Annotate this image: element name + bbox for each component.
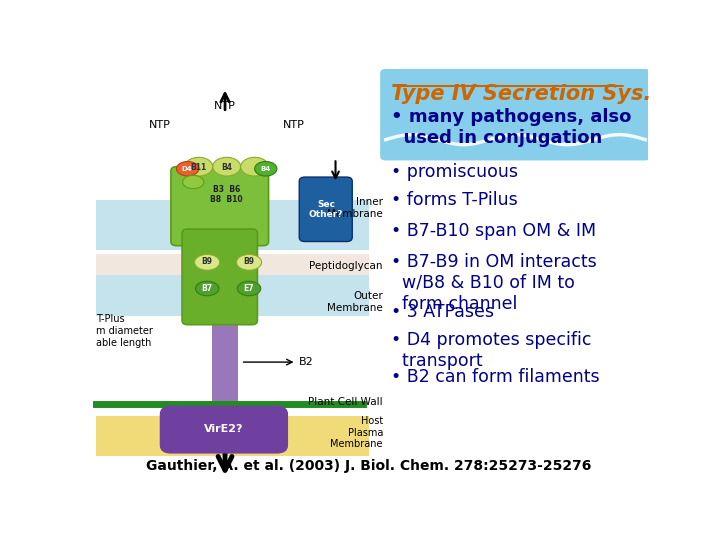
Ellipse shape bbox=[240, 157, 269, 176]
Text: B4: B4 bbox=[221, 164, 233, 172]
Bar bbox=[96, 254, 369, 275]
FancyBboxPatch shape bbox=[160, 406, 288, 454]
Ellipse shape bbox=[213, 157, 240, 176]
Text: • promiscuous: • promiscuous bbox=[392, 163, 518, 180]
Text: VirE2?: VirE2? bbox=[204, 424, 243, 435]
Ellipse shape bbox=[255, 161, 277, 176]
Text: Sec
Other?: Sec Other? bbox=[309, 200, 343, 219]
Bar bbox=[212, 316, 238, 404]
Text: E7: E7 bbox=[243, 284, 254, 293]
Bar bbox=[96, 416, 369, 437]
Bar bbox=[96, 437, 369, 456]
Text: Inner
Membrane: Inner Membrane bbox=[327, 198, 383, 219]
Text: Type IV Secretion Sys.: Type IV Secretion Sys. bbox=[392, 84, 652, 104]
Text: D4: D4 bbox=[181, 166, 192, 172]
Text: Outer
Membrane: Outer Membrane bbox=[327, 291, 383, 313]
Ellipse shape bbox=[194, 254, 220, 270]
FancyBboxPatch shape bbox=[182, 229, 258, 325]
Ellipse shape bbox=[185, 157, 213, 176]
Text: B9: B9 bbox=[202, 258, 212, 266]
Bar bbox=[96, 295, 369, 316]
Bar bbox=[96, 200, 369, 225]
Ellipse shape bbox=[183, 176, 204, 188]
FancyBboxPatch shape bbox=[380, 69, 651, 160]
Text: B4: B4 bbox=[261, 166, 271, 172]
Text: B7: B7 bbox=[202, 284, 212, 293]
Text: • B7-B9 in OM interacts
  w/B8 & B10 of IM to
  form channel: • B7-B9 in OM interacts w/B8 & B10 of IM… bbox=[392, 253, 597, 313]
Text: • B7-B10 span OM & IM: • B7-B10 span OM & IM bbox=[392, 222, 596, 240]
Text: Host
Plasma
Membrane: Host Plasma Membrane bbox=[330, 416, 383, 449]
Bar bbox=[96, 225, 369, 250]
Bar bbox=[96, 275, 369, 295]
Text: Plant Cell Wall: Plant Cell Wall bbox=[308, 396, 383, 407]
FancyBboxPatch shape bbox=[300, 177, 352, 241]
Text: • forms T-Pilus: • forms T-Pilus bbox=[392, 191, 518, 209]
FancyBboxPatch shape bbox=[171, 167, 269, 246]
Text: • 3 ATPases: • 3 ATPases bbox=[392, 303, 495, 321]
Ellipse shape bbox=[236, 254, 261, 270]
Text: NTP: NTP bbox=[149, 120, 171, 130]
Text: B9: B9 bbox=[243, 258, 255, 266]
Ellipse shape bbox=[176, 161, 199, 176]
Ellipse shape bbox=[195, 281, 219, 296]
Text: • B2 can form filaments: • B2 can form filaments bbox=[392, 368, 600, 386]
Text: B11: B11 bbox=[191, 164, 207, 172]
Text: B3  B6: B3 B6 bbox=[213, 185, 240, 194]
Text: • many pathogens, also
  used in conjugation: • many pathogens, also used in conjugati… bbox=[392, 109, 631, 147]
Text: NTP: NTP bbox=[283, 120, 305, 130]
Text: B2: B2 bbox=[300, 357, 314, 367]
Text: B8  B10: B8 B10 bbox=[210, 195, 243, 204]
Ellipse shape bbox=[238, 281, 261, 296]
Text: Peptidoglycan: Peptidoglycan bbox=[310, 261, 383, 272]
Text: NTP: NTP bbox=[214, 102, 236, 111]
Bar bbox=[90, 65, 383, 481]
Text: T-Plus
m diameter
able length: T-Plus m diameter able length bbox=[96, 314, 153, 348]
Text: • D4 promotes specific
  transport: • D4 promotes specific transport bbox=[392, 332, 592, 370]
Text: Gauthier, A. et al. (2003) J. Biol. Chem. 278:25273-25276: Gauthier, A. et al. (2003) J. Biol. Chem… bbox=[146, 459, 592, 473]
